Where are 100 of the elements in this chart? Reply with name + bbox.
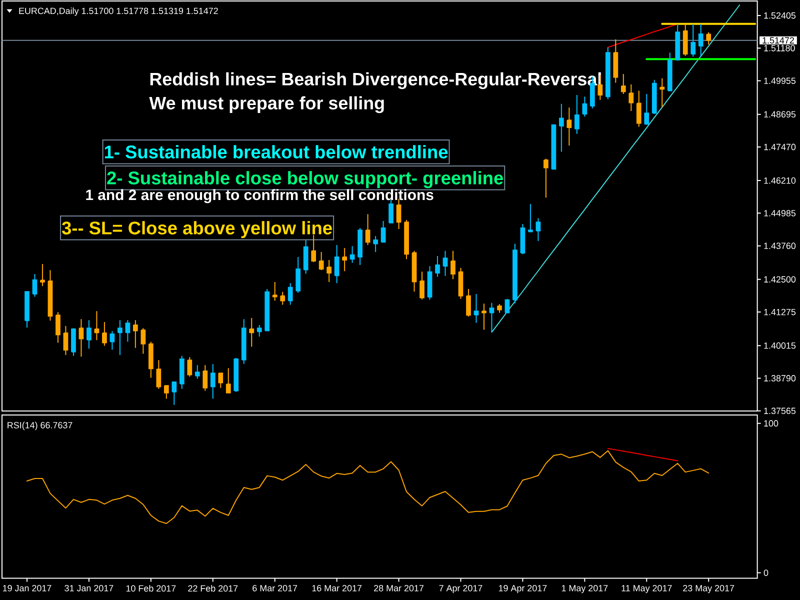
- candlestick: [24, 291, 30, 328]
- x-tick-label: 10 Feb 2017: [126, 584, 176, 592]
- candlestick: [404, 219, 409, 260]
- candlestick: [256, 324, 262, 338]
- y-tick-label: 1.47470: [764, 144, 796, 150]
- candlestick: [474, 294, 479, 324]
- y-tick-label: 1.43760: [764, 242, 796, 250]
- candlestick: [94, 310, 100, 341]
- candlestick: [644, 93, 650, 125]
- candlestick: [450, 250, 456, 280]
- candlestick: [350, 246, 355, 264]
- candlestick: [210, 364, 216, 400]
- candlestick: [156, 360, 162, 390]
- candlestick: [690, 23, 696, 58]
- annotation: 1 and 2 are enough to confirm the sell conditions: [86, 189, 434, 204]
- candlestick: [86, 320, 92, 350]
- x-tick-label: 22 Feb 2017: [188, 584, 238, 592]
- candlestick: [140, 328, 146, 354]
- candlestick: [435, 255, 440, 278]
- candlestick: [698, 23, 704, 58]
- candlestick: [56, 312, 60, 344]
- candlestick: [675, 23, 680, 62]
- candlestick: [234, 357, 239, 392]
- ref-line-label: 1.51472: [762, 37, 794, 44]
- candlestick: [660, 78, 665, 108]
- candlestick: [373, 235, 378, 252]
- candlestick: [296, 256, 301, 294]
- candlestick: [326, 259, 332, 283]
- candlestick: [303, 239, 308, 274]
- x-tick-label: 6 Mar 2017: [252, 584, 298, 592]
- candlestick: [512, 243, 518, 304]
- candlestick: [40, 263, 45, 287]
- candlestick: [528, 203, 533, 232]
- y-tick-label: 1.42500: [764, 276, 796, 283]
- candlestick: [652, 79, 657, 114]
- candlestick: [442, 250, 448, 276]
- candlestick: [226, 368, 231, 394]
- candlestick: [202, 364, 208, 392]
- candlestick: [133, 320, 138, 348]
- candlestick: [78, 318, 84, 358]
- candlestick: [489, 302, 494, 333]
- candlestick: [280, 291, 286, 306]
- candlestick: [682, 23, 688, 56]
- candlestick: [544, 158, 548, 198]
- y-tick-label: 1.51180: [764, 44, 795, 52]
- text: EURCAD,Daily 1.51700 1.51778 1.51319 1.51472: [19, 7, 218, 16]
- candlestick: [636, 90, 642, 128]
- annotation: 2- Sustainable close below support- greenline: [107, 171, 504, 188]
- candlestick: [110, 330, 115, 350]
- candlestick: [187, 356, 192, 378]
- candlestick: [148, 341, 154, 378]
- candlestick: [420, 271, 424, 300]
- candlestick: [365, 214, 370, 246]
- candlestick: [71, 328, 76, 356]
- candlestick: [318, 251, 324, 271]
- candlestick: [179, 355, 184, 390]
- y-tick-label: 1.38790: [764, 375, 796, 382]
- y-tick-label: 1.52405: [764, 12, 796, 19]
- y-tick-label: 1.41275: [764, 308, 796, 316]
- candlestick: [497, 304, 502, 314]
- x-tick-label: 19 Jan 2017: [3, 584, 52, 592]
- candlestick: [249, 318, 254, 348]
- candlestick: [218, 372, 224, 388]
- candlestick: [605, 46, 610, 100]
- annotation: We must prepare for selling: [149, 96, 384, 114]
- y-tick-label: 1.44985: [764, 210, 796, 216]
- y-tick-label: 1.46210: [764, 177, 796, 184]
- candlestick: [536, 218, 541, 242]
- candlestick: [342, 247, 347, 272]
- y-tick-label: 1.49955: [764, 78, 796, 84]
- candlestick: [164, 385, 169, 400]
- y-tick-label: 1.48695: [764, 111, 796, 118]
- text: RSI(14) 66.7637: [8, 422, 72, 430]
- x-tick-label: 1 May 2017: [562, 584, 608, 594]
- candlestick: [388, 200, 394, 224]
- candlestick: [63, 326, 68, 356]
- candlestick: [706, 32, 712, 45]
- candlestick: [264, 288, 270, 332]
- y-tick-label: 100: [764, 420, 778, 427]
- x-tick-label: 16 Mar 2017: [312, 584, 362, 592]
- candlestick: [466, 288, 471, 318]
- candlestick: [288, 282, 293, 306]
- annotation: 3-- SL= Close above yellow line: [62, 221, 332, 238]
- x-tick-label: 7 Apr 2017: [439, 584, 482, 594]
- candlestick: [272, 282, 278, 302]
- candlestick: [334, 244, 340, 284]
- candlestick: [125, 320, 130, 342]
- x-tick-label: 23 May 2017: [683, 584, 734, 594]
- candlestick: [194, 364, 200, 380]
- candlestick: [102, 322, 107, 346]
- candlestick: [559, 103, 564, 152]
- x-tick-label: 31 Jan 2017: [64, 584, 114, 592]
- candlestick: [118, 320, 122, 356]
- y-tick-label: 0: [764, 570, 768, 576]
- x-tick-label: 28 Mar 2017: [374, 584, 424, 592]
- candlestick: [620, 73, 626, 94]
- annotation: 1- Sustainable breakout below trendline: [104, 145, 448, 158]
- candlestick: [628, 84, 634, 112]
- candlestick: [566, 107, 572, 146]
- candlestick: [667, 52, 672, 92]
